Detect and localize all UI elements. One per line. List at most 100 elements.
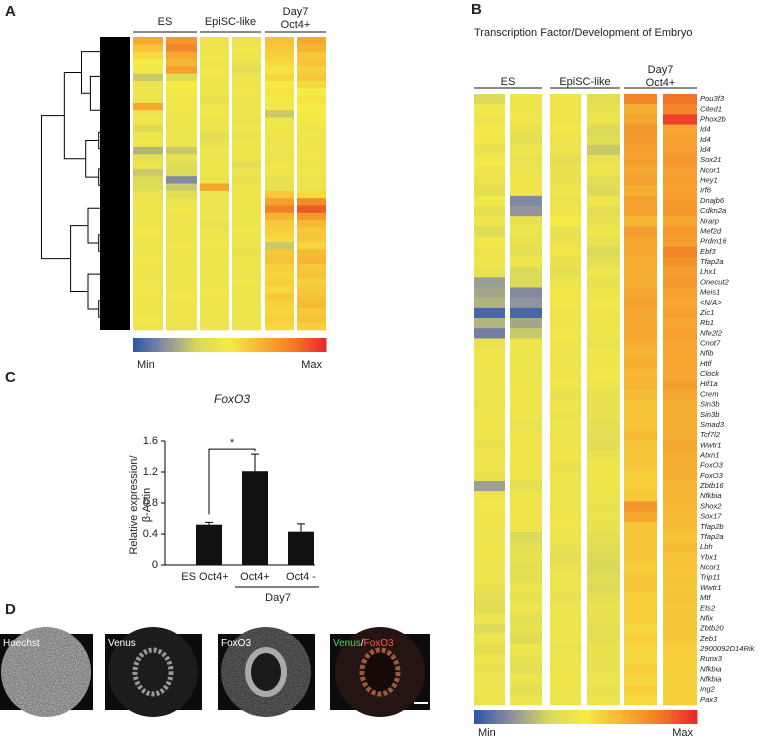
heatmap-cell	[200, 300, 229, 309]
heatmap-cell	[663, 613, 697, 624]
heatmap-cell	[510, 185, 542, 197]
heatmap-cell	[297, 80, 326, 89]
colorbar-segment	[526, 710, 531, 724]
heatmap-cell	[133, 102, 163, 111]
heatmap-cell	[265, 286, 294, 294]
heatmap-cell	[200, 212, 229, 221]
heatmap-cell	[265, 315, 294, 323]
row-label: Irf6	[700, 186, 712, 195]
heatmap-cell	[232, 256, 261, 265]
heatmap-cell	[663, 664, 697, 675]
row-label: Dnajb6	[700, 196, 725, 205]
heatmap-cell	[663, 491, 697, 502]
heatmap-cell	[510, 206, 542, 217]
heatmap-cell	[663, 623, 697, 635]
heatmap-cell	[624, 256, 657, 268]
heatmap-cell	[297, 139, 326, 148]
row-label: Cnot7	[700, 338, 721, 347]
heatmap-cell	[166, 110, 197, 118]
heatmap-cell	[265, 205, 294, 214]
heatmap-cell	[200, 249, 229, 258]
heatmap-cell	[587, 409, 620, 421]
heatmap-cell	[474, 175, 505, 186]
heatmap-cell	[474, 460, 505, 472]
colorbar-segment	[133, 338, 137, 352]
heatmap-cell	[232, 183, 261, 192]
heatmap-cell	[265, 278, 294, 287]
micrographs	[0, 627, 430, 717]
heatmap-cell	[663, 633, 697, 645]
heatmap-cell	[265, 234, 294, 243]
heatmap-cell	[587, 328, 620, 339]
y-axis-label: β-Actin	[141, 488, 153, 522]
heatmap-cell	[166, 300, 197, 309]
heatmap-cell	[232, 117, 261, 126]
heatmap-cell	[510, 94, 542, 105]
error-bar	[251, 453, 259, 472]
heatmap-cell	[474, 440, 505, 451]
heatmap-cell	[587, 440, 620, 451]
heatmap-cell	[550, 175, 581, 186]
heatmap-cell	[265, 256, 294, 265]
heatmap-cell	[663, 511, 697, 522]
row-label: Ncor1	[700, 563, 720, 572]
heatmap-cell	[550, 694, 581, 706]
heatmap-cell	[133, 322, 163, 331]
heatmap-cell	[550, 267, 581, 278]
colorbar-segment	[674, 710, 679, 724]
colorbar-segment	[607, 710, 613, 724]
heatmap-cell	[663, 134, 697, 146]
colorbar-segment	[641, 710, 646, 724]
row-label: Lhx1	[700, 267, 716, 276]
row-label: FoxO3	[700, 471, 724, 480]
heatmap-cell	[474, 256, 505, 268]
colorbar-segment	[604, 710, 609, 724]
bar	[196, 524, 222, 565]
colorbar-segment	[637, 710, 642, 724]
colorbar-segment	[165, 338, 169, 352]
heatmap-cell	[232, 37, 261, 45]
heatmap-cell	[474, 318, 505, 329]
colorbar-segment	[277, 338, 282, 352]
heatmap-cell	[663, 206, 697, 217]
heatmap-cell	[510, 338, 542, 349]
heatmap-cell	[510, 643, 542, 655]
heatmap-cell	[265, 146, 294, 155]
heatmap-cell	[624, 246, 657, 258]
signal-ring	[359, 647, 401, 697]
heatmap-cell	[166, 44, 197, 52]
heatmap-cell	[587, 511, 620, 522]
heatmap-cell	[587, 195, 620, 207]
heatmap-cell	[474, 144, 505, 156]
colorbar-segment	[213, 338, 218, 352]
row-label: Onecut2	[700, 277, 729, 286]
signal-ring	[245, 647, 287, 697]
row-label: Ing2	[700, 685, 716, 694]
colorbar-segment	[618, 710, 624, 724]
heatmap-cell	[587, 399, 620, 410]
heatmap-cell	[510, 236, 542, 248]
heatmap-cell	[510, 531, 542, 543]
significance-label: *	[230, 437, 235, 449]
heatmap-cell	[663, 216, 697, 227]
heatmap-cell	[265, 249, 294, 258]
row-label: Meis1	[700, 288, 720, 297]
heatmap-cell	[297, 234, 326, 243]
heatmap-cell	[200, 146, 229, 155]
heatmap-cell	[200, 88, 229, 96]
heatmap-cell	[624, 104, 657, 115]
heatmap-cell	[663, 399, 697, 410]
column-group-label: EpiSC-like	[559, 76, 610, 88]
colorbar-segment	[306, 338, 311, 352]
heatmap-cell	[624, 144, 657, 156]
heatmap-cell	[474, 94, 505, 105]
row-label: Trip11	[700, 573, 720, 582]
heatmap-cell	[550, 104, 581, 115]
heatmap-cell	[133, 234, 163, 243]
row-label: Atxn1	[699, 451, 719, 460]
colorbar-segment	[685, 710, 691, 724]
heatmap-cell	[587, 144, 620, 156]
heatmap-cell	[166, 102, 197, 111]
heatmap-cell	[265, 117, 294, 126]
heatmap-cell	[474, 419, 505, 431]
